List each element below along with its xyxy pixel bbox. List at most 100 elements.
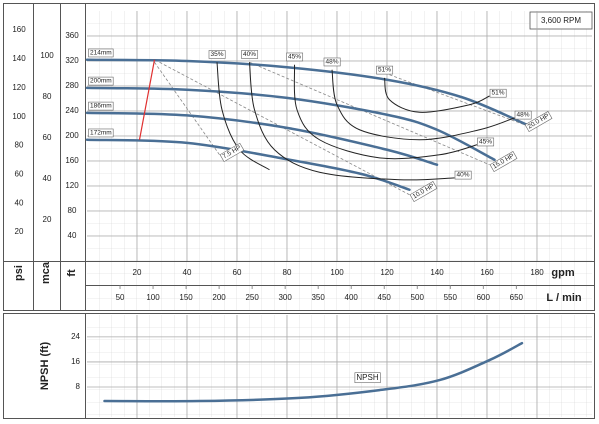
curve: [85, 138, 411, 191]
y2-tick-label: 120: [12, 83, 26, 92]
y2-tick-label: 60: [15, 170, 24, 179]
npsh-tick-label: 24: [71, 332, 80, 341]
y3-axis-label: mca: [40, 261, 52, 284]
label-box: [489, 88, 507, 98]
rpm-box: [529, 11, 593, 30]
efficiency-curve: [249, 62, 455, 181]
efficiency-label: 51%: [378, 67, 391, 74]
power-line: [389, 74, 525, 126]
y2-axis-label: psi: [13, 265, 25, 281]
label-box: [514, 110, 532, 120]
x-tick-label: 80: [283, 268, 292, 277]
efficiency-label: 45%: [288, 53, 301, 60]
x-tick-label: 180: [530, 268, 544, 277]
label-box: [477, 137, 495, 147]
curve-label: NPSH: [356, 373, 378, 382]
label-box: [88, 101, 114, 111]
efficiency-curve: [331, 69, 515, 141]
x2-tick-label: 400: [345, 293, 359, 302]
x2-tick-label: 350: [311, 293, 325, 302]
x2-tick-label: 150: [179, 293, 193, 302]
label-box: [88, 76, 114, 86]
power-line: [249, 61, 490, 166]
label-box: [323, 57, 341, 67]
efficiency-label: 51%: [492, 90, 505, 97]
y-tick-label: 360: [65, 31, 79, 40]
curve: [103, 341, 524, 403]
label-box: [241, 50, 259, 59]
efficiency-label: 35%: [210, 51, 223, 58]
curve: [85, 111, 439, 166]
efficiency-curve: [293, 64, 478, 160]
y2-tick-label: 160: [12, 25, 26, 34]
power-line: [154, 62, 220, 155]
y3-tick-label: 60: [43, 133, 52, 142]
x2-tick-label: 500: [411, 293, 425, 302]
curve-label: 172mm: [90, 129, 112, 136]
efficiency-label: 48%: [517, 112, 530, 119]
label-box: [524, 111, 553, 133]
y3-tick-label: 80: [43, 92, 52, 101]
y-tick-label: 280: [65, 81, 79, 90]
limit-line: [138, 59, 156, 140]
label-box: [454, 170, 472, 180]
label-box: [88, 48, 114, 58]
x2-axis-label: L / min: [546, 292, 582, 304]
curve: [85, 58, 529, 126]
npsh-axis-label: NPSH (ft): [39, 342, 51, 391]
y-tick-label: 120: [65, 181, 79, 190]
x2-tick-label: 100: [146, 293, 160, 302]
y-tick-label: 320: [65, 56, 79, 65]
npsh-tick-label: 16: [71, 357, 80, 366]
npsh-tick-label: 8: [76, 382, 81, 391]
x-tick-label: 40: [183, 268, 192, 277]
curve: [85, 86, 496, 161]
x-tick-label: 20: [133, 268, 142, 277]
curve-label: 200mm: [90, 78, 112, 85]
grid-pattern: [87, 315, 592, 417]
x-tick-label: 160: [480, 268, 494, 277]
y-tick-label: 240: [65, 106, 79, 115]
y-tick-label: 200: [65, 131, 79, 140]
grid-pattern: [87, 11, 592, 310]
y2-tick-label: 40: [15, 198, 24, 207]
label-box: [376, 65, 394, 75]
y-tick-label: 80: [68, 206, 77, 215]
curve-label: 186mm: [90, 103, 112, 110]
x-axis-label: gpm: [551, 267, 574, 279]
rpm-label: 3,600 RPM: [541, 16, 581, 25]
x2-tick-label: 200: [212, 293, 226, 302]
efficiency-label: 48%: [325, 58, 338, 65]
x-tick-label: 100: [330, 268, 344, 277]
label-box: [208, 50, 226, 59]
x2-tick-label: 450: [378, 293, 392, 302]
efficiency-label: 40%: [243, 51, 256, 58]
y-tick-label: 40: [68, 231, 77, 240]
label-box: [88, 128, 114, 138]
y2-tick-label: 100: [12, 112, 26, 121]
label-box: [286, 52, 304, 62]
y2-tick-label: 140: [12, 54, 26, 63]
x-tick-label: 120: [380, 268, 394, 277]
efficiency-curve: [216, 62, 270, 171]
efficiency-label: 45%: [479, 138, 492, 145]
x-tick-label: 60: [233, 268, 242, 277]
label-box: [489, 151, 518, 173]
x2-tick-label: 250: [245, 293, 259, 302]
y-tick-label: 160: [65, 156, 79, 165]
x2-tick-label: 600: [477, 293, 491, 302]
y3-tick-label: 20: [43, 215, 52, 224]
x2-tick-label: 650: [510, 293, 524, 302]
y3-tick-label: 100: [40, 51, 54, 60]
x2-tick-label: 50: [116, 293, 125, 302]
y2-tick-label: 80: [15, 141, 24, 150]
y3-tick-label: 40: [43, 174, 52, 183]
x2-tick-label: 550: [444, 293, 458, 302]
frame: [3, 3, 595, 419]
efficiency-curve: [384, 77, 490, 113]
label-box: [219, 142, 245, 163]
y2-tick-label: 20: [15, 227, 24, 236]
y-axis-label: ft: [66, 269, 78, 277]
